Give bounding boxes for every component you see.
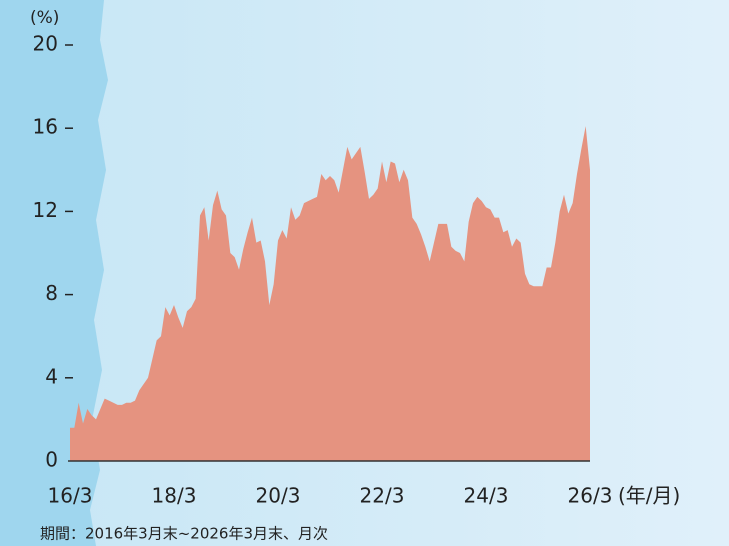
x-tick-label: 22/3 <box>360 484 405 508</box>
x-tick-label: 18/3 <box>152 484 197 508</box>
y-tick-label: 0 <box>45 448 58 472</box>
x-tick-label: 24/3 <box>464 484 509 508</box>
y-axis-label: (%) <box>30 8 59 28</box>
background-edge <box>0 0 108 546</box>
y-tick-label: 12 <box>33 198 58 222</box>
x-axis-label: (年/月) <box>618 484 680 508</box>
area <box>70 126 590 462</box>
y-tick-label: 20 <box>33 32 58 56</box>
x-tick-label: 26/3 <box>568 484 613 508</box>
y-tick-label: 8 <box>45 281 58 305</box>
footnote: 期間：2016年3月末~2026年3月末、月次 <box>40 525 328 543</box>
y-tick-label: 4 <box>45 364 58 388</box>
x-tick-label: 20/3 <box>256 484 301 508</box>
y-tick-label: 16 <box>33 115 58 139</box>
x-tick-label: 16/3 <box>48 484 93 508</box>
